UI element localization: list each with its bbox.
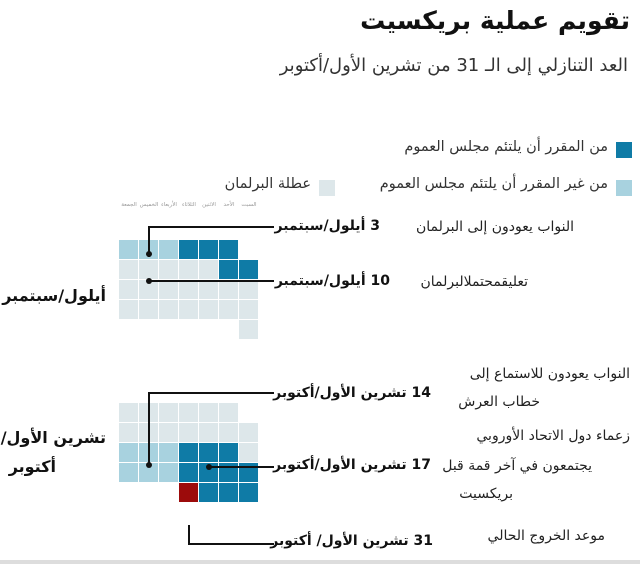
calendar-day-recess	[219, 403, 238, 422]
calendar-day-sitting	[219, 240, 238, 259]
calendar-day-recess	[119, 280, 138, 299]
calendar-day-recess	[239, 280, 258, 299]
calendar-day-recess	[119, 423, 138, 442]
weekday-label: الجمعة	[121, 202, 137, 208]
event-sep10: تعليقمحتملالبرلمان	[420, 274, 528, 290]
weekday-label: السبت	[241, 202, 257, 208]
leader-sep3-dot	[146, 251, 152, 257]
weekday-label: الأربعاء	[161, 202, 177, 208]
calendar-day-recess	[159, 423, 178, 442]
legend-not-sitting-label: من غير المقرر أن يلتئم مجلس العموم	[379, 176, 608, 192]
calendar-day-not-sitting	[119, 463, 138, 482]
calendar-day-recess	[159, 280, 178, 299]
calendar-day-recess	[219, 280, 238, 299]
calendar-day-recess	[199, 280, 218, 299]
calendar-day-recess	[139, 260, 158, 279]
calendar-day-recess	[239, 320, 258, 339]
calendar-day-recess	[159, 300, 178, 319]
date-label-sep10: 10 أيلول/سبتمبر	[274, 273, 390, 289]
calendar-day-sitting	[219, 483, 238, 502]
calendar-day-sitting	[179, 443, 198, 462]
legend-recess-label: عطلة البرلمان	[224, 176, 311, 192]
legend-sitting-label: من المقرر أن يلتئم مجلس العموم	[404, 139, 608, 155]
calendar-day-recess	[239, 423, 258, 442]
leader-oct17-horizontal	[210, 466, 274, 468]
calendar-day-sitting	[179, 240, 198, 259]
calendar-day-recess	[159, 260, 178, 279]
weekday-label: الاثنين	[202, 202, 216, 208]
leader-oct31-vertical	[188, 525, 190, 545]
date-label-oct17: 17 تشرين الأول/أكتوبر	[273, 457, 431, 473]
month-label-october-line2: أكتوبر	[8, 457, 56, 476]
leader-oct14-dot	[146, 462, 152, 468]
calendar-day-not-sitting	[159, 240, 178, 259]
calendar-day-sitting	[199, 483, 218, 502]
bottom-divider	[0, 560, 640, 564]
date-label-oct31: 31 تشرين الأول/ أكتوبر	[270, 533, 433, 549]
event-oct31: موعد الخروج الحالي	[487, 528, 605, 544]
calendar-day-not-sitting	[119, 443, 138, 462]
calendar-day-not-sitting	[139, 463, 158, 482]
leader-sep3-vertical	[148, 227, 150, 257]
calendar-day-deadline	[179, 483, 198, 502]
event-oct17-line1: زعماء دول الاتحاد الأوروبي	[476, 428, 630, 444]
calendar-day-recess	[199, 403, 218, 422]
leader-sep10-dot	[146, 278, 152, 284]
calendar-day-recess	[179, 300, 198, 319]
event-oct14-line1: النواب يعودون للاستماع إلى	[469, 366, 630, 382]
date-label-sep3: 3 أيلول/سبتمبر	[274, 218, 380, 234]
calendar-day-recess	[239, 443, 258, 462]
calendar-day-not-sitting	[159, 463, 178, 482]
calendar-day-sitting	[199, 443, 218, 462]
calendar-day-recess	[139, 300, 158, 319]
event-oct17-line2: يجتمعون في آخر قمة قبل	[442, 458, 592, 474]
leader-oct14-vertical	[148, 393, 150, 466]
page-title: تقويم عملية بريكسيت	[360, 6, 630, 35]
calendar-day-sitting	[219, 443, 238, 462]
event-sep3: النواب يعودون إلى البرلمان	[415, 219, 574, 235]
calendar-day-recess	[239, 300, 258, 319]
calendar-day-recess	[179, 423, 198, 442]
calendar-day-recess	[199, 300, 218, 319]
calendar-day-sitting	[239, 260, 258, 279]
date-label-oct14: 14 تشرين الأول/أكتوبر	[273, 385, 431, 401]
weekday-label: الأحد	[223, 202, 235, 208]
legend-recess-swatch	[319, 180, 335, 196]
calendar-day-not-sitting	[159, 443, 178, 462]
calendar-day-recess	[119, 403, 138, 422]
calendar-day-recess	[119, 260, 138, 279]
calendar-day-recess	[179, 260, 198, 279]
calendar-day-sitting	[199, 240, 218, 259]
event-oct17-line3: بريكسيت	[459, 486, 513, 502]
calendar-day-recess	[199, 423, 218, 442]
calendar-day-recess	[179, 403, 198, 422]
calendar-day-recess	[219, 300, 238, 319]
calendar-day-sitting	[239, 483, 258, 502]
calendar-day-recess	[219, 423, 238, 442]
leader-sep3-horizontal	[148, 226, 274, 228]
calendar-day-sitting	[219, 260, 238, 279]
event-oct14-line2: خطاب العرش	[458, 394, 540, 410]
calendar-day-recess	[139, 280, 158, 299]
leader-oct17-dot	[206, 464, 212, 470]
legend-not-sitting-swatch	[616, 180, 632, 196]
calendar-day-recess	[159, 403, 178, 422]
calendar-day-recess	[119, 300, 138, 319]
month-label-october-line1: تشرين الأول/	[0, 428, 106, 447]
weekday-label: الثلاثاء	[182, 202, 196, 208]
legend-sitting-swatch	[616, 142, 632, 158]
month-label-september: أيلول/سبتمبر	[2, 286, 106, 305]
calendar-day-not-sitting	[119, 240, 138, 259]
leader-oct14-horizontal	[148, 392, 274, 394]
page-subtitle: العد التنازلي إلى الـ 31 من تشرين الأول/…	[279, 55, 628, 76]
leader-oct31-horizontal	[188, 543, 274, 545]
leader-sep10-horizontal	[150, 280, 274, 282]
weekday-label: الخميس	[139, 202, 159, 208]
calendar-day-recess	[199, 260, 218, 279]
calendar-day-sitting	[179, 463, 198, 482]
calendar-day-recess	[179, 280, 198, 299]
